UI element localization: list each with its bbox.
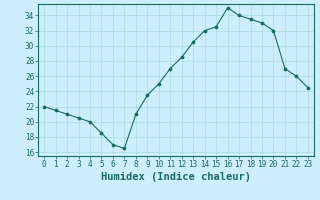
X-axis label: Humidex (Indice chaleur): Humidex (Indice chaleur) <box>101 172 251 182</box>
